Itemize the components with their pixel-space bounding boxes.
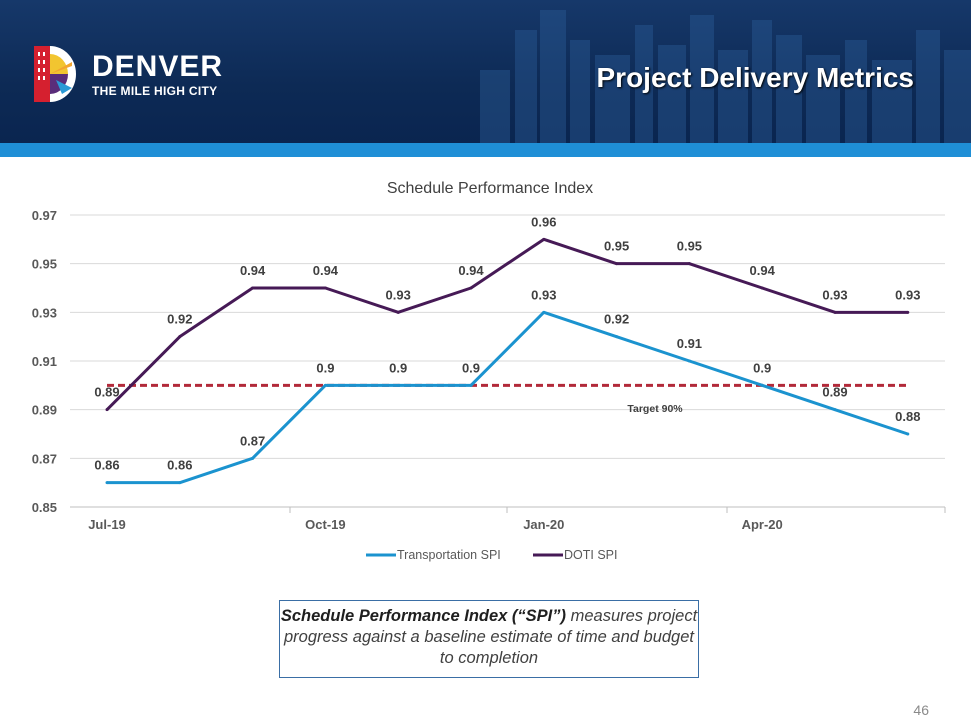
data-point: [178, 335, 182, 339]
brand-tagline: THE MILE HIGH CITY: [92, 84, 218, 98]
brand-name: DENVER: [92, 50, 224, 83]
data-label: 0.9: [753, 360, 771, 375]
data-point: [323, 286, 327, 290]
spi-definition-box: Schedule Performance Index (“SPI”) measu…: [279, 600, 699, 678]
header-stripe: [0, 143, 971, 157]
data-point: [615, 262, 619, 266]
data-label: 0.94: [313, 263, 339, 278]
target-label: Target 90%: [627, 403, 683, 415]
data-label: 0.95: [677, 239, 702, 254]
y-tick-label: 0.87: [32, 451, 57, 466]
y-tick-label: 0.93: [32, 305, 57, 320]
data-point: [178, 481, 182, 485]
y-tick-label: 0.95: [32, 257, 57, 272]
data-point: [105, 408, 109, 412]
data-label: 0.88: [895, 409, 920, 424]
data-point: [469, 286, 473, 290]
x-tick-label: Jan-20: [523, 517, 564, 532]
page-title: Project Delivery Metrics: [596, 62, 915, 93]
data-label: 0.94: [240, 263, 266, 278]
data-label: 0.87: [240, 433, 265, 448]
data-point: [687, 359, 691, 363]
spi-line-chart: Schedule Performance Index Target 90% 0.…: [32, 180, 946, 562]
data-point: [615, 335, 619, 339]
x-tick-label: Jul-19: [88, 517, 126, 532]
page-number: 46: [913, 702, 929, 718]
y-tick-label: 0.97: [32, 208, 57, 223]
data-label: 0.89: [822, 385, 847, 400]
data-label: 0.89: [94, 385, 119, 400]
data-point: [833, 408, 837, 412]
y-tick-label: 0.89: [32, 403, 57, 418]
brand-block: DENVER THE MILE HIGH CITY: [92, 50, 224, 99]
data-point: [542, 237, 546, 241]
data-point: [251, 456, 255, 460]
data-label: 0.94: [750, 263, 776, 278]
data-label: 0.93: [531, 287, 556, 302]
series-line-transportation-spi: [107, 310, 909, 485]
data-label: 0.93: [895, 287, 920, 302]
data-label: 0.94: [458, 263, 484, 278]
city-skyline-graphic: [480, 10, 971, 143]
data-point: [833, 310, 837, 314]
chart-title: Schedule Performance Index: [387, 180, 593, 197]
data-label: 0.93: [822, 287, 847, 302]
data-label: 0.9: [389, 360, 407, 375]
series-line-doti-spi: [105, 237, 908, 411]
data-point: [396, 310, 400, 314]
data-point: [542, 310, 546, 314]
data-label: 0.91: [677, 336, 702, 351]
legend-label: Transportation SPI: [397, 548, 501, 562]
data-point: [760, 286, 764, 290]
data-point: [687, 262, 691, 266]
data-point: [323, 383, 327, 387]
data-point: [906, 310, 910, 314]
denver-logo-icon: [34, 46, 76, 102]
header-banner: DENVER THE MILE HIGH CITY Project Delive…: [0, 0, 971, 143]
x-tick-label: Oct-19: [305, 517, 345, 532]
data-label: 0.96: [531, 214, 556, 229]
data-point: [396, 383, 400, 387]
data-label: 0.95: [604, 239, 629, 254]
data-label: 0.92: [604, 312, 629, 327]
data-label: 0.9: [462, 360, 480, 375]
legend-label: DOTI SPI: [564, 548, 617, 562]
data-label: 0.86: [94, 458, 119, 473]
data-label: 0.93: [386, 287, 411, 302]
y-tick-label: 0.85: [32, 500, 57, 515]
caption-emphasis: Schedule Performance Index (“SPI”): [280, 607, 567, 625]
data-label: 0.92: [167, 312, 192, 327]
x-tick-label: Apr-20: [742, 517, 783, 532]
data-point: [105, 481, 109, 485]
data-point: [906, 432, 910, 436]
data-label: 0.86: [167, 458, 192, 473]
y-tick-label: 0.91: [32, 354, 57, 369]
data-label: 0.9: [316, 360, 334, 375]
caption-text: measures project progress against a base…: [283, 607, 698, 667]
data-point: [469, 383, 473, 387]
data-point: [251, 286, 255, 290]
data-point: [760, 383, 764, 387]
